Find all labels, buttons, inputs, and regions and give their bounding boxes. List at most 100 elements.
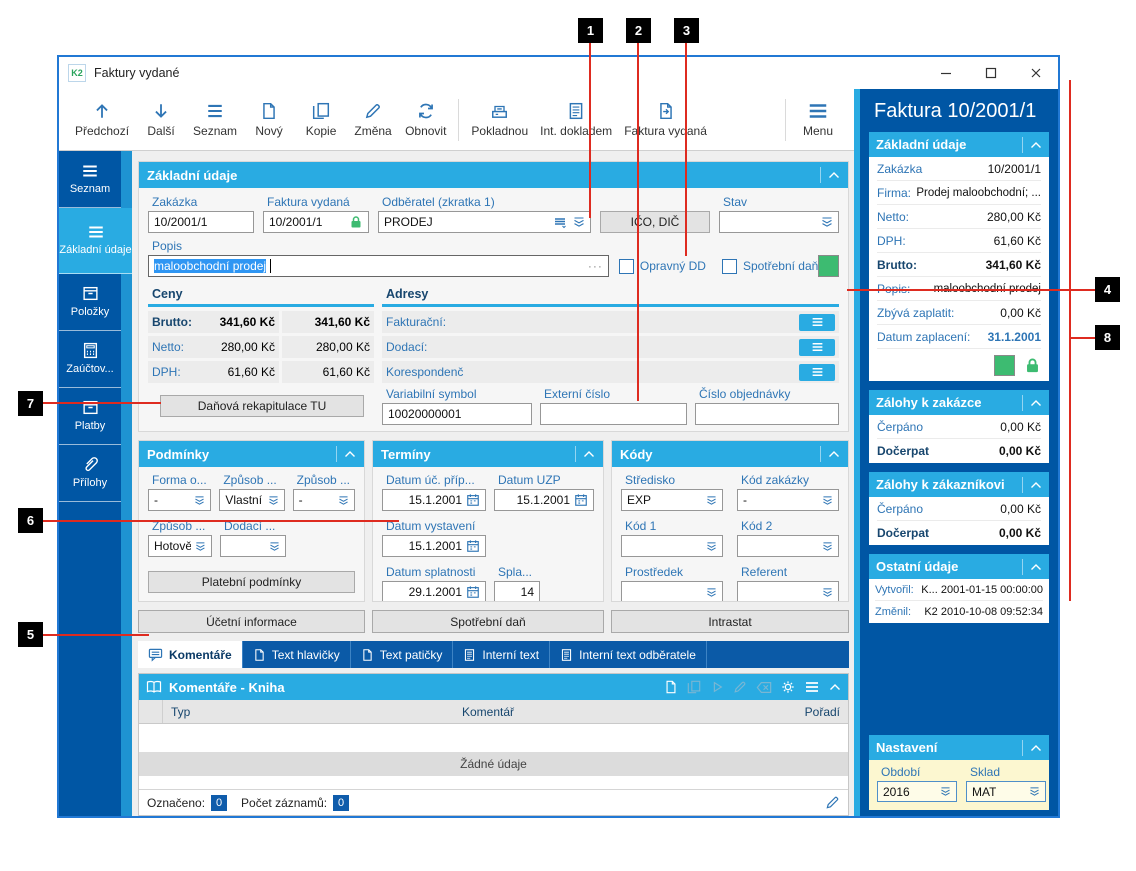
stav-dropdown[interactable]	[719, 211, 839, 233]
column-typ[interactable]: Typ	[171, 704, 191, 719]
externi-cislo-field[interactable]	[540, 403, 687, 425]
stredisko-dropdown[interactable]: EXP	[621, 489, 723, 511]
sidebar-item-polozky[interactable]: Položky	[59, 274, 121, 331]
invoice-issued-button[interactable]: Faktura vydaná	[618, 93, 713, 147]
kod2-dropdown[interactable]	[737, 535, 839, 557]
column-komentar[interactable]: Komentář	[462, 704, 515, 719]
datum-splatnosti-field[interactable]: 29.1.2001	[382, 581, 486, 601]
play-icon[interactable]	[710, 680, 724, 694]
collapse-icon[interactable]	[1022, 476, 1042, 493]
new-record-icon[interactable]	[664, 680, 678, 694]
collapse-icon[interactable]	[575, 446, 595, 462]
fakturacni-menu-button[interactable]	[799, 313, 835, 331]
sidebar-item-seznam[interactable]: Seznam	[59, 151, 121, 208]
copy-button[interactable]: Kopie	[295, 93, 347, 147]
payment-terms-button[interactable]: Platební podmínky	[148, 571, 355, 593]
accounting-info-button[interactable]: Účetní informace	[138, 610, 365, 633]
zpusob1-dropdown[interactable]: Vlastní	[219, 489, 285, 511]
price-row: DPH: 61,60 Kč 61,60 Kč	[148, 361, 374, 383]
calendar-icon[interactable]	[466, 493, 480, 507]
internal-doc-button[interactable]: Int. dokladem	[534, 93, 618, 147]
collapse-icon[interactable]	[829, 683, 841, 691]
tab-komentare[interactable]: Komentáře	[138, 641, 243, 668]
row-label: Popis:	[877, 282, 910, 296]
collapse-icon[interactable]	[820, 446, 840, 462]
collapse-icon[interactable]	[820, 167, 840, 183]
tax-recap-button[interactable]: Daňová rekapitulace TU	[160, 395, 364, 417]
zakazka-field[interactable]: 10/2001/1	[148, 211, 254, 233]
referent-dropdown[interactable]	[737, 581, 839, 601]
collapse-icon[interactable]	[336, 446, 356, 462]
layers-icon[interactable]	[553, 215, 567, 229]
copy-record-icon[interactable]	[687, 680, 701, 694]
edit-record-icon[interactable]	[733, 680, 747, 694]
obdobi-dropdown[interactable]: 2016	[877, 781, 957, 802]
row-value: 10/2001/1	[987, 161, 1041, 176]
dodaci-podm-dropdown[interactable]	[220, 535, 286, 557]
odberatel-field[interactable]: PRODEJ	[378, 211, 591, 233]
calendar-icon[interactable]	[466, 585, 480, 599]
intrastat-button[interactable]: Intrastat	[611, 610, 849, 633]
edit-button[interactable]: Změna	[347, 93, 399, 147]
column-poradi[interactable]: Pořadí	[804, 704, 840, 719]
datum-uc-field[interactable]: 15.1.2001	[382, 489, 486, 511]
korespondencni-menu-button[interactable]	[799, 363, 835, 381]
sidebar-item-platby[interactable]: Platby	[59, 388, 121, 445]
gear-icon[interactable]	[781, 680, 795, 694]
summary-row: Čerpáno 0,00 Kč	[877, 497, 1041, 521]
opravny-dd-checkbox[interactable]	[618, 258, 634, 274]
dodaci-menu-button[interactable]	[799, 338, 835, 356]
sidebar-item-zauctovani[interactable]: Zaúčtov...	[59, 331, 121, 388]
list-button[interactable]: Seznam	[187, 93, 243, 147]
datum-vystaveni-field[interactable]: 15.1.2001	[382, 535, 486, 557]
tab-interni-text[interactable]: Interní text	[453, 641, 551, 668]
forma-dropdown[interactable]: -	[148, 489, 212, 511]
cash-register-button[interactable]: Pokladnou	[465, 93, 534, 147]
next-button[interactable]: Další	[135, 93, 187, 147]
calendar-icon[interactable]	[466, 539, 480, 553]
tab-text-paticky[interactable]: Text patičky	[351, 641, 454, 668]
collapse-icon[interactable]	[1022, 739, 1042, 756]
edit-pencil-icon[interactable]	[825, 795, 840, 810]
collapse-icon[interactable]	[1022, 558, 1042, 575]
delete-record-icon[interactable]	[756, 681, 772, 694]
popis-more-button[interactable]: ···	[587, 259, 603, 273]
datum-uzp-field[interactable]: 15.1.2001	[494, 489, 594, 511]
sidebar-item-prilohy[interactable]: Přílohy	[59, 445, 121, 502]
previous-button[interactable]: Předchozí	[69, 93, 135, 147]
chevron-down-icon[interactable]	[573, 217, 585, 227]
sklad-dropdown[interactable]: MAT	[966, 781, 1046, 802]
address-row: Dodací:	[382, 336, 839, 358]
splatnost-field[interactable]: 14	[494, 581, 540, 601]
collapse-icon[interactable]	[1022, 394, 1042, 411]
datum-vystaveni-value: 15.1.2001	[408, 539, 462, 553]
tab-interni-text-odberatele[interactable]: Interní text odběratele	[550, 641, 707, 668]
maximize-button[interactable]	[968, 58, 1013, 89]
zpusob3-dropdown[interactable]: Hotově	[148, 535, 212, 557]
variabilni-symbol-field[interactable]: 10020000001	[382, 403, 532, 425]
tab-text-hlavicky[interactable]: Text hlavičky	[243, 641, 351, 668]
collapse-icon[interactable]	[1022, 136, 1042, 153]
new-button[interactable]: Nový	[243, 93, 295, 147]
menu-button[interactable]: Menu	[792, 93, 844, 147]
close-button[interactable]	[1013, 58, 1058, 89]
annotation-marker-3: 3	[674, 18, 699, 43]
sidebar-item-zakladni-udaje[interactable]: Základní údaje	[59, 208, 132, 274]
popis-field[interactable]: maloobchodní prodej ···	[148, 255, 609, 277]
spotrebni-dan-checkbox[interactable]	[721, 258, 737, 274]
kod-zakazky-dropdown[interactable]: -	[737, 489, 839, 511]
faktura-field[interactable]: 10/2001/1	[263, 211, 369, 233]
refresh-button[interactable]: Obnovit	[399, 93, 452, 147]
datum-vystaveni-label: Datum vystavení	[386, 519, 476, 533]
zpusob2-dropdown[interactable]: -	[292, 489, 355, 511]
cislo-objednavky-field[interactable]	[695, 403, 839, 425]
splitter-strip[interactable]	[854, 89, 860, 816]
kod1-dropdown[interactable]	[621, 535, 723, 557]
price-row: Brutto: 341,60 Kč 341,60 Kč	[148, 311, 374, 333]
ico-dic-button[interactable]: IČO, DIČ	[600, 211, 710, 233]
prostredek-dropdown[interactable]	[621, 581, 723, 601]
calendar-icon[interactable]	[574, 493, 588, 507]
minimize-button[interactable]	[923, 58, 968, 89]
grid-menu-icon[interactable]	[804, 681, 820, 693]
excise-tax-button[interactable]: Spotřební daň	[372, 610, 604, 633]
